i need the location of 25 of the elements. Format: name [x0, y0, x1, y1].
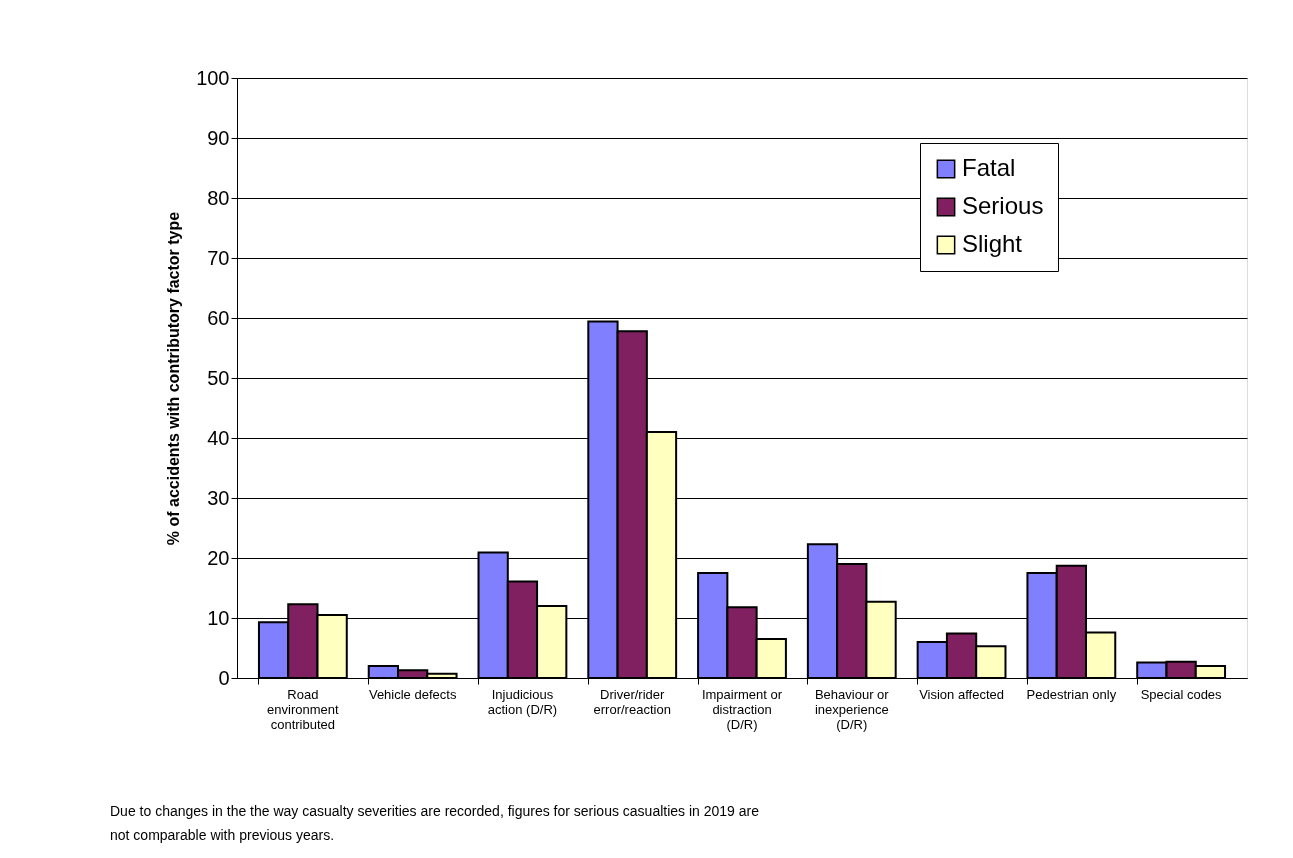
y-tick-label: 50	[207, 366, 230, 389]
y-tick-label: 70	[207, 246, 230, 269]
x-tick-label: Behaviour or inexperience (D/R)	[814, 686, 890, 732]
y-tick-label: 90	[207, 126, 230, 149]
x-tick-label: Injudicious action (D/R)	[487, 686, 558, 717]
x-tick-label: Impairment or distraction (D/R)	[701, 686, 783, 732]
y-tick-label: 40	[207, 426, 230, 449]
legend-label: Serious	[962, 192, 1044, 219]
x-tick-label: Vision affected	[919, 686, 1004, 702]
y-axis-title: % of accidents with contributory factor type	[165, 211, 183, 546]
legend-label: Slight	[962, 230, 1023, 257]
y-tick-label: 60	[207, 306, 230, 329]
y-tick-label: 10	[207, 606, 230, 629]
x-tick-label: Pedestrian only	[1026, 686, 1117, 702]
x-tick-label: Road environment contributed	[267, 686, 340, 732]
x-tick-label: Vehicle defects	[368, 686, 457, 702]
y-tick-label: 100	[196, 66, 230, 89]
text: Due to changes in the the way casualty severities are recorded, figures for serious casualties in 2019 are not comparable with previous years.	[110, 803, 760, 843]
x-tick-label: Driver/rider error/reaction	[593, 686, 671, 717]
y-tick-label: 30	[207, 486, 230, 509]
y-tick-label: 80	[207, 186, 230, 209]
y-tick-label: 0	[218, 666, 230, 689]
x-tick-label: Special codes	[1140, 686, 1223, 702]
y-tick-label: 20	[207, 546, 230, 569]
legend-label: Fatal	[962, 154, 1016, 181]
